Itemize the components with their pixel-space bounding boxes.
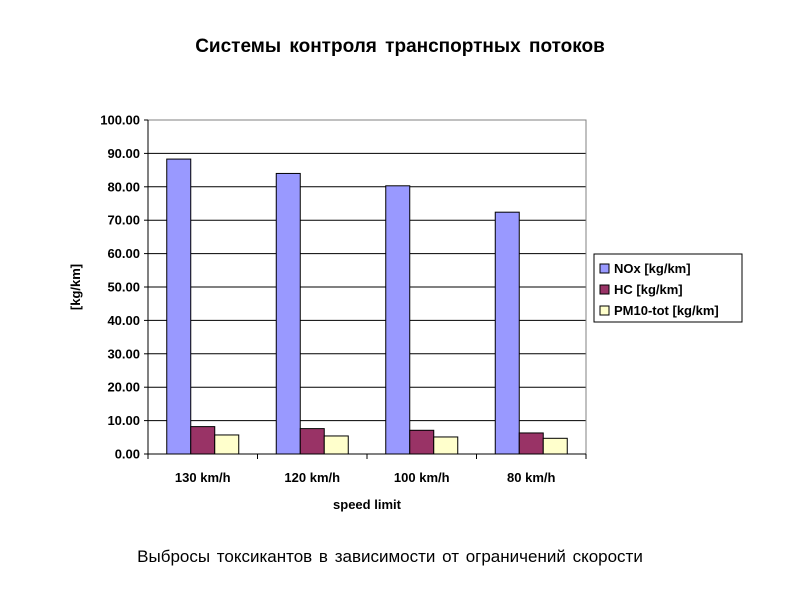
bar (214, 434, 240, 455)
y-tick-label: 90.00 (107, 146, 140, 161)
y-tick-label: 10.00 (107, 413, 140, 428)
x-tick-label: 80 km/h (507, 470, 555, 485)
caption: Выбросы токсикантов в зависимости от огр… (137, 547, 643, 566)
x-axis: 130 km/h 120 km/h 100 km/h 80 km/h (147, 453, 587, 485)
y-tick-label: 40.00 (107, 313, 140, 328)
bar (323, 435, 349, 455)
y-tick-label: 20.00 (107, 380, 140, 395)
bar (433, 436, 459, 455)
grid-lines (148, 119, 586, 422)
x-tick-label: 100 km/h (394, 470, 450, 485)
y-tick-label: 30.00 (107, 346, 140, 361)
legend-swatch (599, 305, 610, 316)
y-axis-title: [kg/km] (68, 264, 83, 310)
legend-label: HC [kg/km] (614, 282, 683, 297)
y-tick-label: 50.00 (107, 280, 140, 295)
legend-label: PM10-tot [kg/km] (614, 303, 719, 318)
bar (190, 426, 216, 455)
bar (299, 428, 325, 455)
legend-label: NOx [kg/km] (614, 261, 691, 276)
bar (275, 172, 301, 455)
page-title: Системы контроля транспортных потоков (195, 36, 605, 57)
bar (385, 185, 411, 455)
y-tick-label: 80.00 (107, 179, 140, 194)
bar (542, 437, 568, 455)
y-tick-label: 0.00 (115, 447, 140, 462)
x-axis-title: speed limit (333, 497, 402, 512)
x-tick-label: 120 km/h (284, 470, 340, 485)
bar (409, 429, 435, 455)
x-tick-label: 130 km/h (175, 470, 231, 485)
bar (494, 211, 520, 455)
y-axis: 0.00 10.00 20.00 30.00 40.00 50.00 60.00 70.00 8… (100, 113, 149, 462)
y-tick-label: 70.00 (107, 213, 140, 228)
legend-swatch (599, 263, 610, 274)
bars (166, 158, 568, 455)
legend: NOx [kg/km] HC [kg/km] PM10-tot [kg/km] (593, 253, 743, 323)
legend-swatch (599, 284, 610, 295)
bar (518, 432, 544, 455)
bar (166, 158, 192, 455)
y-tick-label: 60.00 (107, 246, 140, 261)
legend-box (593, 253, 743, 323)
y-tick-label: 100.00 (100, 113, 140, 128)
